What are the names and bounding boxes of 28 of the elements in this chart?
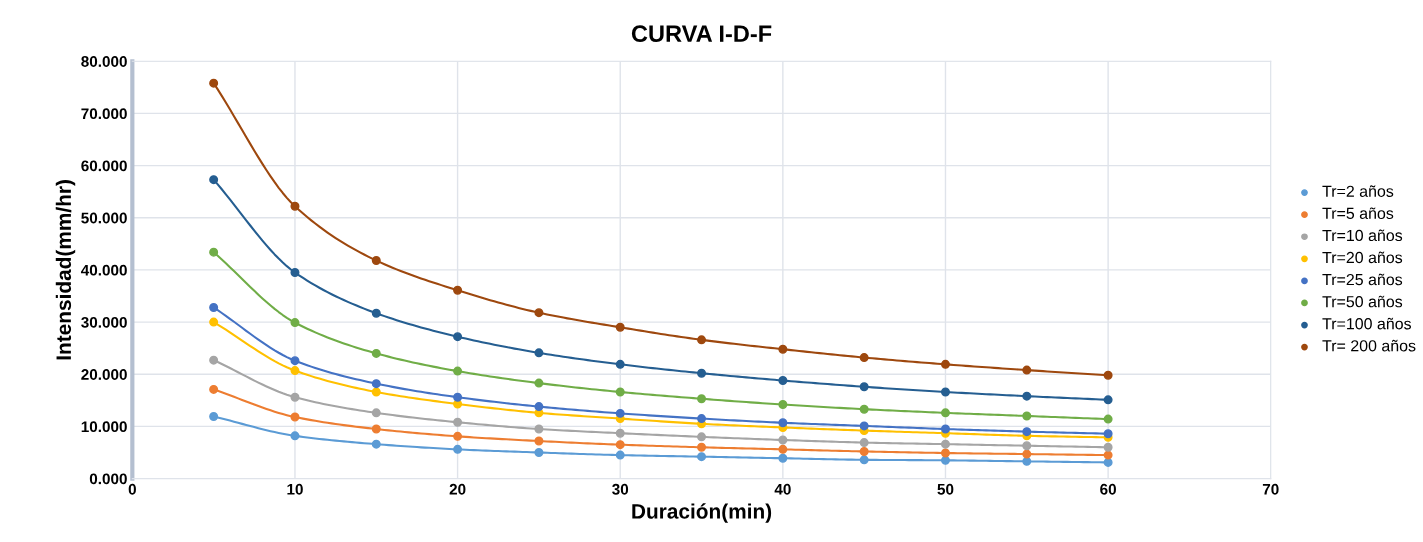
x-tick-label: 10 (287, 483, 303, 495)
x-tick-label: 20 (449, 483, 466, 495)
legend-label: Tr=25 años (1322, 273, 1403, 286)
legend-label: Tr=10 años (1322, 229, 1403, 242)
legend-label: Tr=2 años (1322, 185, 1394, 197)
x-axis-title: Duración(min) (632, 503, 772, 523)
legend-label: Tr=20 años (1322, 251, 1403, 264)
y-tick-label: 20.000 (81, 369, 127, 380)
y-tick-label: 70.000 (81, 108, 127, 120)
legend-label: Tr= 200 años (1322, 339, 1416, 352)
y-tick-label: 40.000 (80, 264, 127, 276)
x-tick-label: 70 (1262, 483, 1279, 495)
legend-label: Tr=100 años (1322, 317, 1411, 330)
y-tick-label: 50.000 (81, 212, 127, 224)
legend-label: Tr=50 años (1322, 295, 1403, 308)
x-tick-label: 40 (774, 483, 791, 495)
x-tick-label: 60 (1100, 483, 1116, 495)
y-tick-label: 0.000 (89, 473, 127, 485)
y-tick-label: 60.000 (81, 160, 127, 172)
y-axis-title: Intensidad(mm/hr) (55, 180, 76, 360)
chart-title: CURVA I-D-F (631, 25, 772, 43)
x-tick-label: 0 (128, 483, 136, 495)
y-tick-label: 10.000 (81, 421, 127, 433)
legend-label: Tr=5 años (1322, 207, 1394, 220)
x-tick-label: 30 (612, 483, 629, 495)
y-tick-label: 80.000 (81, 56, 127, 67)
y-tick-label: 30.000 (81, 316, 127, 328)
x-tick-label: 50 (937, 483, 954, 495)
